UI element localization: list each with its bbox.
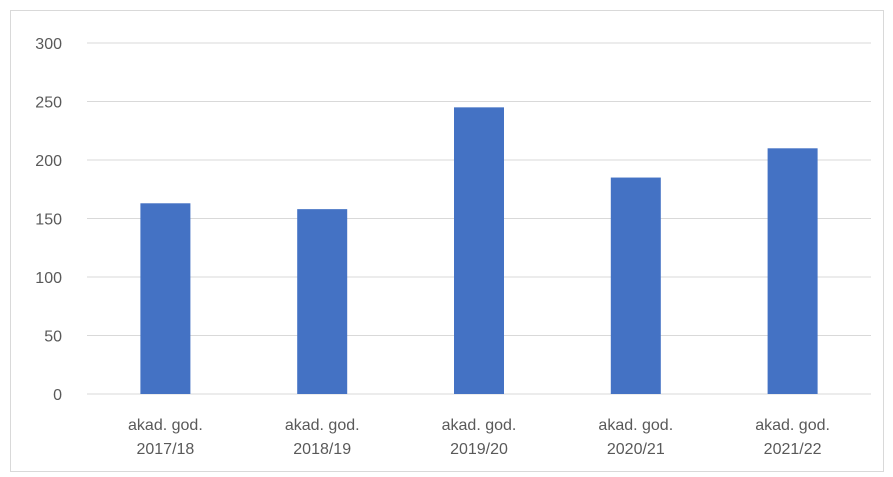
x-tick-label: 2017/18: [136, 441, 194, 458]
y-tick-label: 50: [44, 329, 62, 346]
y-tick-label: 100: [35, 270, 62, 287]
y-tick-label: 150: [35, 212, 62, 229]
x-tick-label: 2019/20: [450, 441, 508, 458]
x-tick-label: akad. god.: [755, 417, 830, 434]
y-tick-label: 250: [35, 95, 62, 112]
x-axis-tick-labels: akad. god. 2017/18 akad. god. 2018/19 akad. …: [128, 417, 830, 458]
y-tick-label: 300: [35, 36, 62, 53]
y-axis-tick-labels: 0 50 100 150 200 250 300: [35, 36, 62, 404]
x-tick-label: 2021/22: [764, 441, 822, 458]
bar: [610, 177, 661, 394]
y-tick-label: 200: [35, 153, 62, 170]
x-tick-label: akad. god.: [598, 417, 673, 434]
x-tick-label: akad. god.: [442, 417, 517, 434]
x-tick-label: 2020/21: [607, 441, 665, 458]
x-tick-label: akad. god.: [128, 417, 203, 434]
bar: [454, 107, 504, 394]
bar: [767, 148, 818, 394]
y-tick-label: 0: [53, 387, 62, 404]
bar: [140, 203, 191, 394]
x-tick-label: akad. god.: [285, 417, 360, 434]
bar: [297, 209, 348, 394]
x-tick-label: 2018/19: [293, 441, 351, 458]
bars: [140, 107, 818, 394]
